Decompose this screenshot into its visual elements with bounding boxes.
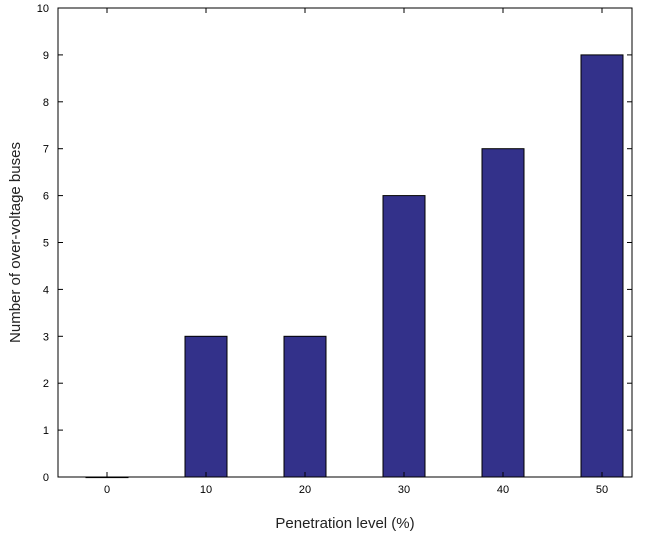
y-tick-label: 0 xyxy=(43,472,49,484)
plot-frame xyxy=(57,7,633,478)
bar-40 xyxy=(481,148,525,478)
x-tick-label: 30 xyxy=(398,484,410,496)
x-tick-label: 0 xyxy=(104,484,110,496)
x-axis-label: Penetration level (%) xyxy=(275,515,414,532)
y-tick-label: 1 xyxy=(43,425,49,437)
y-tick-label: 10 xyxy=(37,3,49,15)
bars-group xyxy=(85,54,624,479)
y-tick-label: 9 xyxy=(43,50,49,62)
x-tick-label: 40 xyxy=(497,484,509,496)
x-ticks-group: 0 10 20 30 40 50 xyxy=(104,8,608,496)
y-tick-label: 4 xyxy=(43,284,49,296)
bar-50 xyxy=(580,54,624,478)
bar-30 xyxy=(382,195,426,478)
y-tick-label: 6 xyxy=(43,191,49,203)
y-tick-label: 8 xyxy=(43,97,49,109)
y-tick-label: 3 xyxy=(43,331,49,343)
x-tick-label: 20 xyxy=(299,484,311,496)
y-tick-label: 2 xyxy=(43,378,49,390)
y-tick-label: 5 xyxy=(43,238,49,250)
bar-20 xyxy=(283,335,327,478)
bar-10 xyxy=(184,335,228,478)
y-axis-label: Number of over-voltage buses xyxy=(7,142,24,343)
x-tick-label: 10 xyxy=(200,484,212,496)
y-tick-label: 7 xyxy=(43,144,49,156)
x-tick-label: 50 xyxy=(596,484,608,496)
y-ticks-group: 0 1 2 3 4 5 6 7 8 9 10 xyxy=(37,3,632,484)
